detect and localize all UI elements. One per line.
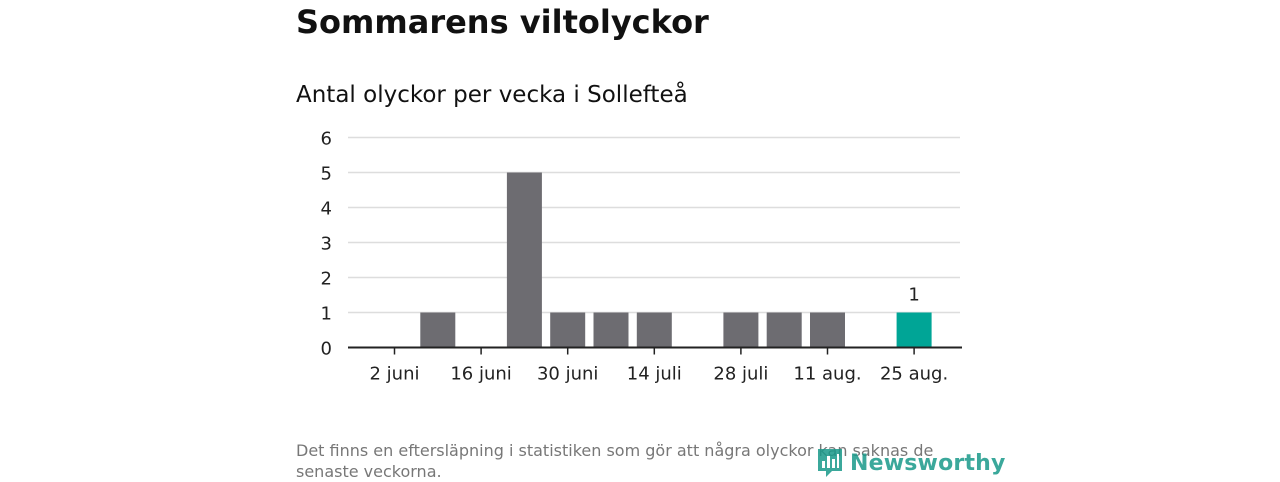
x-tick-label: 25 aug. [880, 364, 948, 385]
x-tick-label: 28 juli [713, 364, 768, 385]
x-tick-label: 11 aug. [793, 364, 861, 385]
bar [420, 312, 456, 348]
newsworthy-logo: Newsworthy [816, 446, 1006, 480]
y-tick-label: 3 [321, 234, 332, 255]
data-label: 1 [908, 285, 919, 306]
chart-title: Sommarens viltolyckor [296, 3, 709, 41]
newsworthy-logo-icon [818, 449, 842, 477]
y-tick-label: 5 [321, 164, 332, 185]
bar-chart: 0 1 2 3 4 5 6 2 juni 16 juni 30 juni 14 juli 28 jul… [321, 129, 962, 385]
x-tick-label: 2 juni [370, 364, 420, 385]
y-tick-label: 6 [321, 129, 332, 150]
x-tick-label: 14 juli [627, 364, 682, 385]
bar [506, 172, 542, 348]
bar [593, 312, 629, 348]
bar [550, 312, 586, 348]
y-tick-label: 0 [321, 339, 332, 360]
y-tick-label: 2 [321, 269, 332, 290]
bar [896, 312, 932, 348]
bar [810, 312, 845, 348]
bar [636, 312, 672, 348]
y-tick-label: 1 [321, 304, 332, 325]
x-tick-label: 30 juni [537, 364, 598, 385]
newsworthy-logo-text: Newsworthy [850, 450, 1006, 476]
bar [723, 312, 759, 348]
footnote: Det finns en eftersläpning i statistiken… [296, 441, 934, 481]
chart-subtitle: Antal olyckor per vecka i Sollefteå [296, 82, 688, 108]
bar [766, 312, 802, 348]
y-tick-label: 4 [321, 199, 332, 220]
x-tick-label: 16 juni [450, 364, 511, 385]
